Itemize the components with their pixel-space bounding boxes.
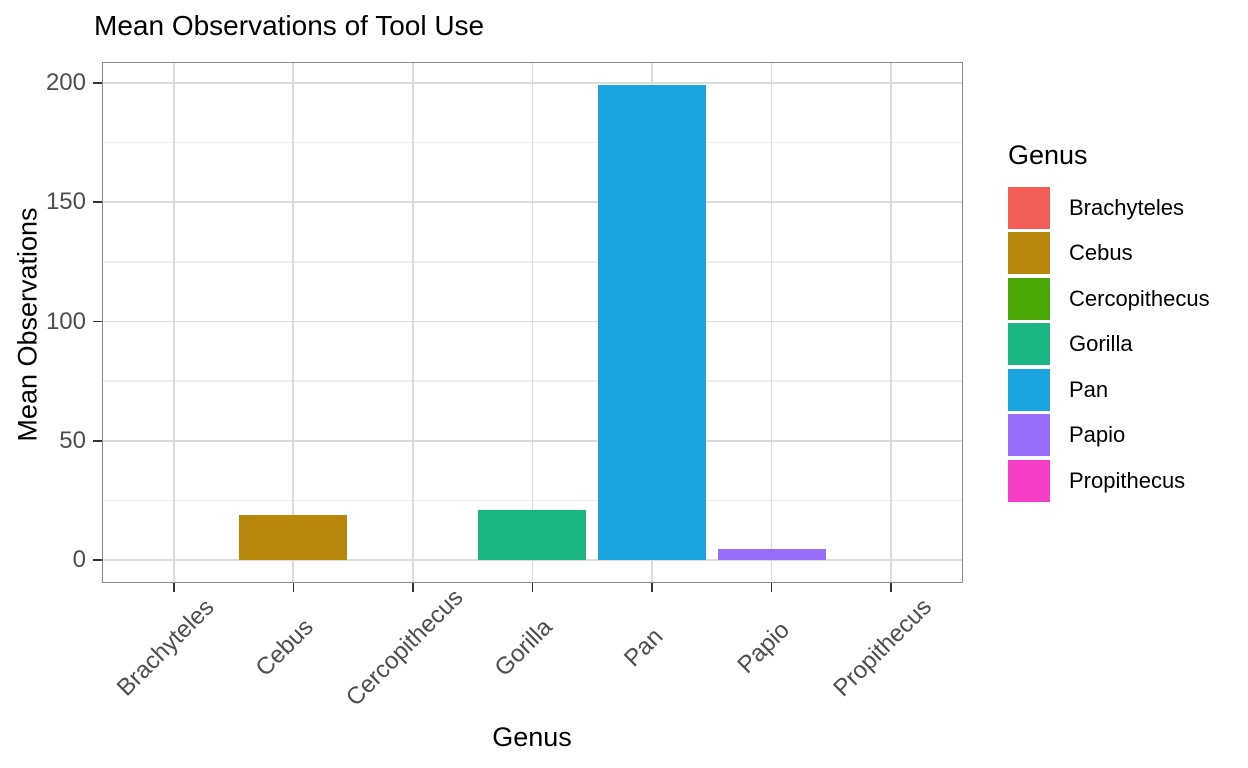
y-tick-label: 0 bbox=[72, 546, 86, 573]
legend-label: Gorilla bbox=[1069, 331, 1133, 357]
bar-cebus bbox=[239, 514, 348, 560]
legend-label: Cercopithecus bbox=[1069, 285, 1210, 311]
x-tick-label: Brachyteles bbox=[111, 593, 220, 702]
legend-item-cebus: Cebus bbox=[1008, 231, 1243, 277]
y-tick-label: 200 bbox=[45, 69, 86, 96]
major-gridline-vertical bbox=[890, 62, 893, 583]
y-tick-label: 100 bbox=[45, 307, 86, 335]
legend-title: Genus bbox=[1008, 140, 1088, 170]
legend-label: Pan bbox=[1069, 376, 1109, 402]
legend-swatch bbox=[1008, 459, 1050, 502]
legend-swatch bbox=[1008, 323, 1050, 366]
x-tick-label: Papio bbox=[732, 616, 795, 679]
major-gridline-vertical bbox=[292, 62, 295, 583]
legend-label: Brachyteles bbox=[1069, 194, 1184, 220]
legend-label: Papio bbox=[1069, 422, 1126, 448]
y-tick-mark bbox=[93, 320, 102, 323]
x-tick-mark bbox=[890, 583, 893, 592]
plot-panel bbox=[102, 62, 963, 583]
x-tick-mark bbox=[651, 583, 653, 592]
legend-swatch bbox=[1008, 232, 1050, 275]
legend-item-pan: Pan bbox=[1008, 367, 1243, 413]
legend-label: Propithecus bbox=[1069, 467, 1186, 493]
bar-pan bbox=[598, 85, 707, 560]
bar-gorilla bbox=[478, 509, 587, 560]
legend-swatch bbox=[1008, 186, 1050, 229]
x-tick-label: Pan bbox=[619, 623, 669, 673]
x-tick-mark bbox=[292, 583, 295, 592]
legend-swatch bbox=[1008, 368, 1050, 411]
y-tick-mark bbox=[93, 82, 102, 84]
x-tick-mark bbox=[172, 583, 175, 592]
major-gridline-vertical bbox=[531, 62, 534, 583]
y-tick-mark bbox=[93, 439, 102, 442]
legend-swatch bbox=[1008, 414, 1050, 457]
x-tick-label: Cebus bbox=[250, 613, 320, 682]
bar-papio bbox=[717, 549, 826, 560]
x-tick-label: Cercopithecus bbox=[340, 583, 469, 712]
legend-swatch bbox=[1008, 277, 1050, 320]
y-tick-mark bbox=[93, 559, 102, 561]
legend-item-gorilla: Gorilla bbox=[1008, 322, 1243, 368]
x-tick-label: Propithecus bbox=[828, 593, 938, 703]
legend: Genus Brachyteles Cebus Cercopithecus Goril… bbox=[1008, 140, 1243, 504]
legend-label: Cebus bbox=[1069, 240, 1133, 266]
legend-item-cercopithecus: Cercopithecus bbox=[1008, 276, 1243, 322]
y-tick-label: 150 bbox=[45, 188, 86, 216]
legend-item-propithecus: Propithecus bbox=[1008, 458, 1243, 504]
major-gridline-vertical bbox=[412, 62, 414, 583]
legend-items: Brachyteles Cebus Cercopithecus Gorilla Pan P… bbox=[1008, 185, 1243, 504]
legend-item-brachyteles: Brachyteles bbox=[1008, 185, 1243, 231]
x-tick-label: Gorilla bbox=[490, 613, 559, 682]
major-gridline-vertical bbox=[172, 62, 175, 583]
x-tick-mark bbox=[412, 583, 414, 592]
x-axis-title: Genus bbox=[492, 722, 572, 752]
y-tick-label: 50 bbox=[59, 426, 86, 454]
legend-item-papio: Papio bbox=[1008, 413, 1243, 459]
x-tick-mark bbox=[770, 583, 773, 592]
y-tick-mark bbox=[93, 201, 102, 204]
chart-title: Mean Observations of Tool Use bbox=[94, 10, 485, 41]
x-tick-mark bbox=[531, 583, 534, 592]
major-gridline-vertical bbox=[770, 62, 773, 583]
y-axis-title: Mean Observations bbox=[12, 207, 43, 442]
